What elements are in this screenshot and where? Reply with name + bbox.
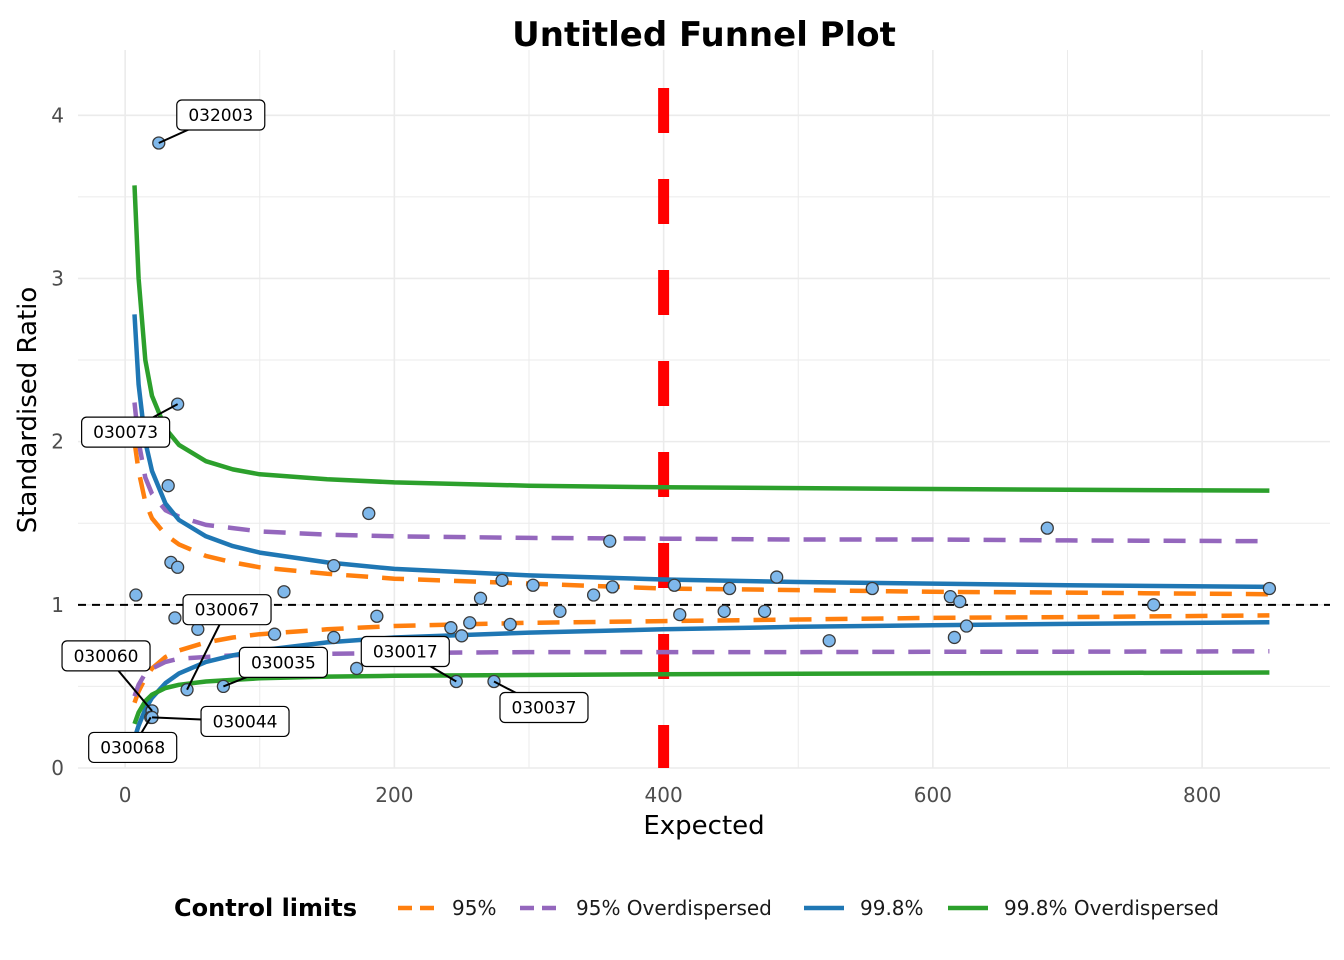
legend-label: 99.8% (860, 896, 924, 920)
callout-label: 030044 (213, 712, 278, 732)
callout-box (176, 99, 266, 131)
data-point (327, 630, 341, 645)
data-point (667, 578, 682, 592)
data-point (1146, 598, 1161, 612)
x-tick-label: 200 (375, 783, 413, 807)
callout-label: 030037 (512, 699, 577, 719)
y-tick-label: 0 (51, 756, 64, 780)
callout-box (61, 640, 151, 672)
data-point (129, 588, 143, 602)
callout-label: 030068 (100, 738, 165, 758)
data-point (455, 629, 469, 643)
data-point (586, 588, 601, 602)
data-point (444, 621, 458, 635)
limit-95-overdispersed-lower (132, 649, 1270, 697)
data-point (161, 479, 175, 493)
y-tick-label: 4 (51, 103, 64, 127)
data-point (603, 534, 617, 548)
callout-box (360, 635, 450, 668)
data-point (267, 627, 282, 641)
x-axis-ticks: 0 200 400 600 800 (119, 783, 1221, 807)
limit-99-8-overdispersed-lower (132, 670, 1270, 725)
data-point (822, 634, 836, 648)
y-tick-label: 3 (51, 266, 64, 290)
point-callouts: 032003 030073 030067 030060 030068 030044 0300… (61, 99, 589, 764)
data-point (605, 580, 620, 594)
limit-99-8--upper (132, 314, 1270, 590)
y-axis-ticks: 0 1 2 3 4 (51, 103, 64, 780)
legend-label: 95% (452, 896, 496, 920)
data-point (953, 594, 967, 609)
x-tick-label: 0 (119, 783, 132, 807)
callout-label: 032003 (188, 106, 253, 126)
data-point (362, 506, 376, 521)
y-axis-title: Standardised Ratio (13, 287, 43, 534)
x-tick-label: 400 (645, 783, 683, 807)
callout-label: 030060 (74, 647, 139, 667)
data-point (553, 604, 567, 618)
callout-label: 030035 (251, 653, 316, 673)
data-point (503, 617, 517, 632)
data-point (865, 581, 879, 596)
data-point (959, 619, 974, 633)
legend-title: Control limits (174, 894, 357, 922)
data-point (947, 630, 962, 645)
callout-box (499, 691, 589, 724)
data-point (473, 591, 488, 605)
data-point (526, 578, 540, 592)
data-point (277, 585, 291, 599)
data-point (757, 604, 772, 618)
data-point (673, 607, 687, 622)
control-limit-lines (132, 185, 1270, 740)
callout-label: 030017 (373, 643, 438, 663)
limit-99-8-overdispersed-upper (132, 185, 1270, 493)
data-point (350, 661, 364, 676)
callout-label: 030067 (195, 601, 260, 621)
callout-box (200, 705, 290, 738)
x-tick-label: 600 (914, 783, 952, 807)
chart-title: Untitled Funnel Plot (512, 15, 896, 55)
data-point (770, 570, 784, 584)
y-tick-label: 1 (51, 593, 64, 617)
data-point (463, 616, 477, 630)
data-point (170, 560, 185, 574)
data-point (168, 611, 182, 625)
data-point (370, 609, 384, 623)
data-point (722, 581, 737, 596)
callout-box (81, 416, 171, 448)
limit-95--lower (132, 613, 1270, 704)
limit-95--upper (132, 441, 1270, 597)
callout-box (238, 646, 328, 679)
legend-label: 99.8% Overdispersed (1004, 896, 1219, 920)
x-tick-label: 800 (1183, 783, 1221, 807)
y-tick-label: 2 (51, 430, 64, 454)
limit-95-overdispersed-upper (132, 402, 1270, 544)
legend: Control limits 95% 95% Overdispersed 99.8%… (174, 894, 1219, 922)
data-point (327, 559, 341, 573)
data-point (1262, 581, 1277, 596)
legend-label: 95% Overdispersed (576, 896, 772, 920)
data-point (717, 604, 731, 618)
callout-label: 030073 (93, 423, 158, 443)
callout-box (88, 731, 178, 764)
data-point (1040, 521, 1054, 535)
x-axis-title: Expected (643, 811, 764, 841)
data-point (495, 573, 509, 587)
callout-box (182, 594, 272, 626)
